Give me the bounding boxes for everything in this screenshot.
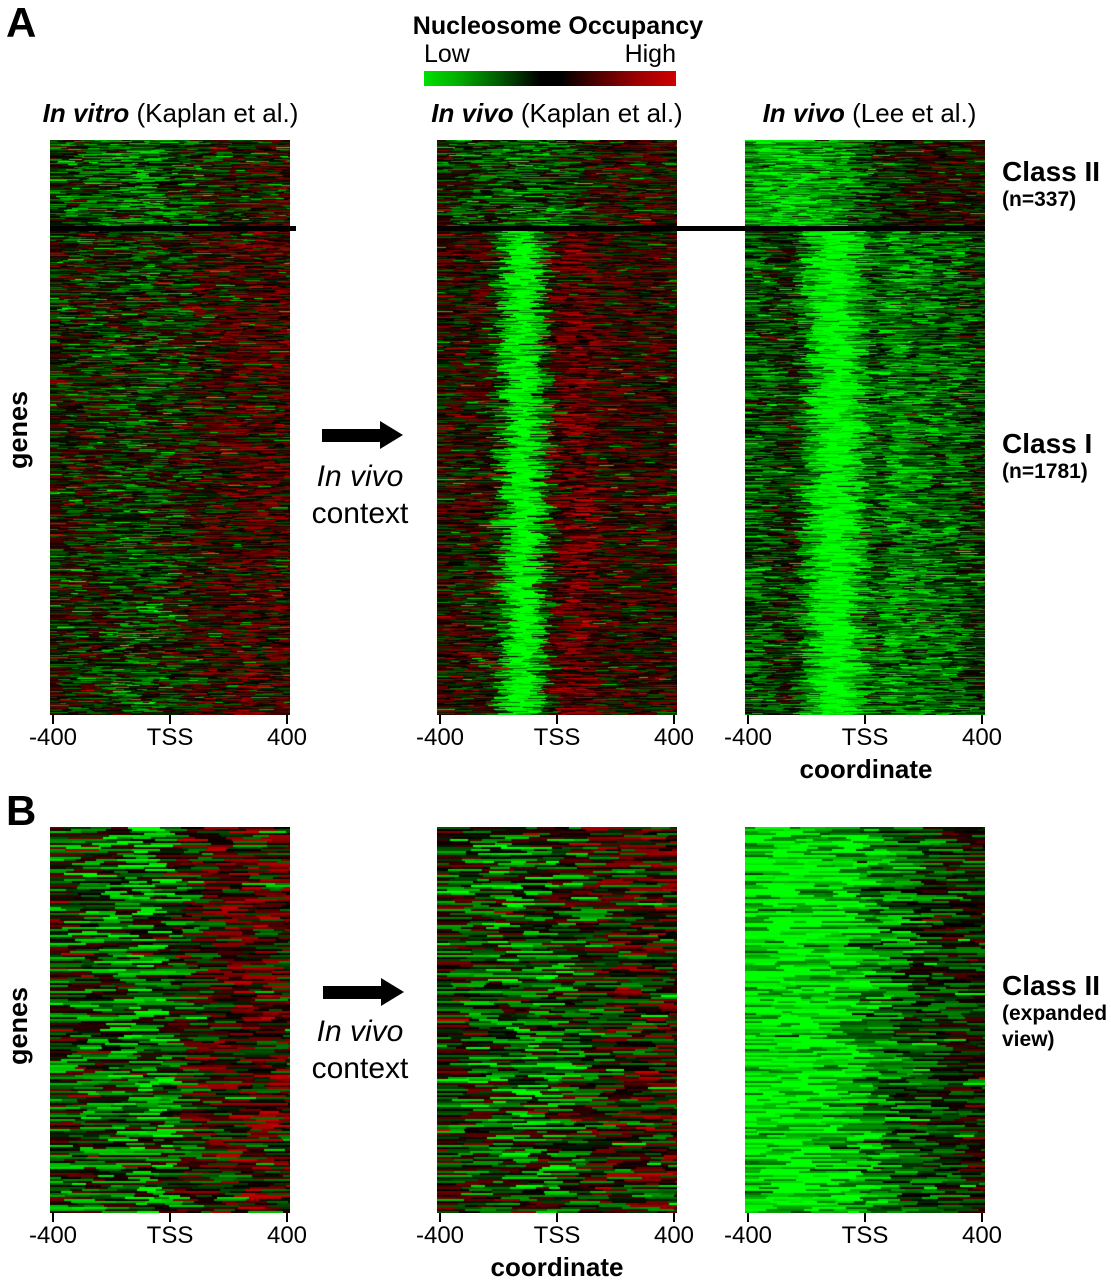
panel-a-label: A [6, 0, 37, 46]
class-boundary-line-right [437, 226, 985, 231]
heatmap-a3-invivo-lee: -400 TSS 400 [724, 140, 1002, 751]
tick-label-minus400: -400 [28, 1222, 78, 1249]
heatmap-a3-canvas [745, 140, 985, 715]
tick-label-tss: TSS [533, 724, 581, 751]
tick-mark [673, 715, 675, 724]
legend-colorbar [424, 71, 676, 86]
legend-title: Nucleosome Occupancy [412, 12, 704, 40]
tick-label-400: 400 [266, 1222, 308, 1249]
tick-mark [864, 1213, 866, 1222]
tick-label-400: 400 [653, 1222, 695, 1249]
tick-label-minus400: -400 [723, 724, 773, 751]
class2-expanded-annotation: Class II (expanded view) [1002, 970, 1107, 1053]
tick-mark [981, 1213, 983, 1222]
in-vivo-context-label-a: In vivo context [311, 460, 409, 530]
heatmap-b2-invivo-kaplan: -400 TSS 400 [416, 827, 694, 1249]
heatmap-b1-invitro-kaplan: -400 TSS 400 [29, 827, 307, 1249]
class2-count: (n=337) [1002, 188, 1077, 211]
tick-mark [673, 1213, 675, 1222]
legend-scale-labels: Low High [424, 40, 676, 69]
heatmap-b2-canvas [437, 827, 677, 1213]
class2-annotation: Class II (n=337) [1002, 156, 1100, 213]
tick-mark [286, 1213, 288, 1222]
heatmap-a1-canvas [50, 140, 290, 715]
tick-mark [169, 1213, 171, 1222]
legend-high-label: High [624, 40, 676, 68]
tick-label-400: 400 [653, 724, 695, 751]
heatmap-b3-canvas [745, 827, 985, 1213]
heatmap-a1-invitro-kaplan: -400 TSS 400 [29, 140, 307, 751]
tick-label-minus400: -400 [723, 1222, 773, 1249]
class2-name: Class II [1002, 156, 1101, 187]
class-boundary-line-left [50, 226, 296, 231]
tick-label-minus400: -400 [28, 724, 78, 751]
class2-expanded-sub1: (expanded [1002, 1002, 1108, 1025]
x-axis-label-coordinate-b: coordinate [490, 1252, 624, 1280]
panel-b-label: B [6, 787, 37, 834]
x-axis-label-coordinate-a: coordinate [799, 754, 933, 784]
tick-mark [439, 1213, 441, 1222]
tick-label-tss: TSS [146, 1222, 194, 1249]
tick-mark [556, 715, 558, 724]
tick-mark [52, 715, 54, 724]
tick-mark [864, 715, 866, 724]
tick-mark [747, 1213, 749, 1222]
y-axis-label-genes-a: genes [3, 390, 33, 470]
legend-low-label: Low [424, 40, 470, 68]
tick-label-tss: TSS [841, 1222, 889, 1249]
tick-mark [981, 715, 983, 724]
heatmap-b3-invivo-lee: -400 TSS 400 [724, 827, 1002, 1249]
tick-label-400: 400 [961, 724, 1003, 751]
tick-mark [747, 715, 749, 724]
class1-name: Class I [1002, 428, 1093, 459]
tick-label-minus400: -400 [415, 724, 465, 751]
heatmap-title-a2: In vivo (Kaplan et al.) [431, 98, 683, 128]
tick-label-tss: TSS [533, 1222, 581, 1249]
tick-label-tss: TSS [841, 724, 889, 751]
tick-label-400: 400 [266, 724, 308, 751]
class1-annotation: Class I (n=1781) [1002, 428, 1092, 485]
heatmap-title-a3: In vivo (Lee et al.) [762, 98, 977, 128]
tick-label-400: 400 [961, 1222, 1003, 1249]
tick-mark [52, 1213, 54, 1222]
tick-mark [169, 715, 171, 724]
heatmap-title-a1: In vitro (Kaplan et al.) [42, 98, 299, 128]
heatmap-a2-canvas [437, 140, 677, 715]
tick-label-tss: TSS [146, 724, 194, 751]
heatmap-a2-invivo-kaplan: -400 TSS 400 [416, 140, 694, 751]
right-arrow-icon-a [322, 421, 403, 449]
y-axis-label-genes-b: genes [3, 986, 33, 1066]
in-vivo-context-label-b: In vivo context [311, 1015, 409, 1085]
class2-expanded-name: Class II [1002, 970, 1101, 1001]
class2-expanded-sub2: view) [1002, 1028, 1055, 1051]
heatmap-b1-canvas [50, 827, 290, 1213]
tick-label-minus400: -400 [415, 1222, 465, 1249]
class1-count: (n=1781) [1002, 460, 1088, 483]
tick-mark [439, 715, 441, 724]
tick-mark [286, 715, 288, 724]
tick-mark [556, 1213, 558, 1222]
right-arrow-icon-b [323, 978, 404, 1006]
